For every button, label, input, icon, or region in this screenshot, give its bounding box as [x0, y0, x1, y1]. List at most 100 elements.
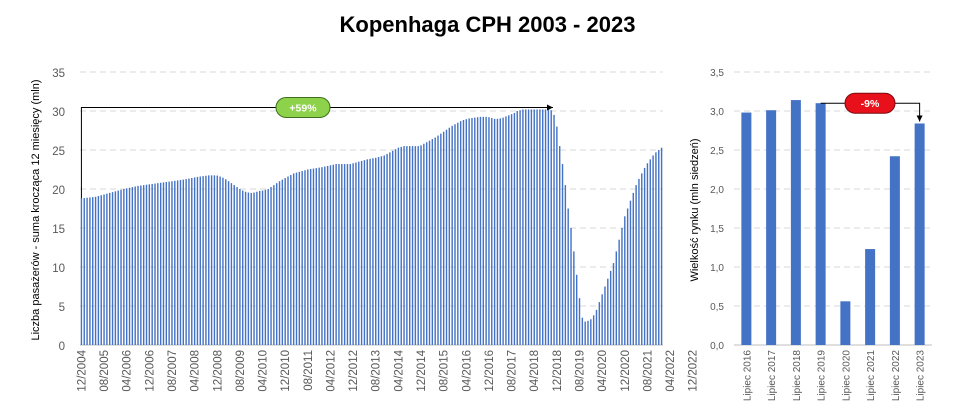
left-x-tick-label: 12/2008	[212, 350, 224, 392]
left-bar	[106, 193, 108, 345]
left-bar	[375, 157, 377, 345]
left-bar	[542, 109, 544, 345]
left-growth-annotation: +59%	[80, 96, 553, 199]
left-bar	[652, 155, 654, 345]
left-bar	[502, 117, 504, 345]
left-bar	[400, 146, 402, 345]
left-y-tick-label: 30	[52, 107, 65, 119]
left-x-axis-ticks: 12/2004 08/2005 04/2006 12/2006 08/2007 04/20…	[76, 349, 699, 391]
left-x-tick-label: 12/2006	[144, 350, 156, 392]
left-bar	[210, 175, 213, 345]
left-bar	[595, 309, 598, 345]
right-y-tick-label: 3,0	[710, 107, 724, 118]
left-gridlines	[80, 71, 663, 346]
left-bar	[397, 147, 400, 345]
left-bar	[431, 139, 434, 345]
left-bar	[556, 126, 558, 345]
left-bar	[165, 181, 168, 345]
left-bar	[284, 178, 286, 345]
left-bar	[94, 196, 97, 345]
left-bar	[111, 192, 114, 345]
left-bar	[632, 192, 634, 345]
left-bar	[171, 181, 173, 345]
left-bar	[92, 197, 94, 345]
right-x-axis-ticks: Lipiec 2016 Lipiec 2017 Lipiec 2018 Lipiec …	[742, 350, 926, 402]
left-bar	[508, 115, 510, 345]
left-bar	[641, 173, 643, 345]
left-bar	[151, 183, 153, 345]
left-bar	[516, 111, 518, 345]
left-bar	[86, 197, 88, 345]
left-bar	[592, 315, 595, 345]
left-x-tick-label: 12/2022	[688, 350, 700, 392]
left-x-tick-label: 04/2016	[461, 350, 473, 392]
right-bar	[840, 301, 851, 345]
left-bar	[649, 159, 651, 345]
left-bar	[278, 181, 281, 345]
right-y-tick-label: 0,0	[710, 341, 724, 352]
left-bar	[250, 192, 252, 345]
left-bar	[392, 150, 394, 345]
left-bar	[414, 146, 417, 345]
left-bar	[476, 117, 479, 346]
left-bar	[445, 129, 448, 345]
left-bar	[499, 118, 501, 345]
left-bar	[100, 195, 102, 345]
left-bar	[482, 116, 484, 345]
left-bar	[369, 158, 371, 345]
left-bar	[533, 109, 535, 345]
left-bar	[522, 109, 524, 345]
left-x-tick-label: 04/2018	[529, 350, 541, 392]
left-x-tick-label: 08/2015	[439, 350, 451, 392]
left-bar	[513, 112, 516, 345]
left-bar	[547, 109, 550, 345]
left-x-tick-label: 04/2014	[393, 349, 405, 391]
left-bar	[530, 109, 533, 345]
left-bar	[646, 163, 649, 345]
left-bar	[295, 172, 298, 345]
left-bar	[142, 185, 145, 345]
left-bar	[117, 190, 119, 345]
left-bar	[145, 184, 148, 345]
right-y-tick-label: 0,5	[710, 302, 724, 313]
left-bar	[193, 177, 196, 345]
left-bar	[89, 197, 91, 345]
left-y-tick-label: 35	[52, 68, 65, 80]
left-y-tick-label: 0	[59, 341, 65, 353]
right-bar	[914, 123, 925, 345]
left-bar	[83, 198, 85, 345]
left-bar	[525, 109, 527, 345]
left-bar	[242, 190, 244, 345]
right-x-tick-label: Lipiec 2019	[817, 350, 828, 402]
left-bar	[346, 164, 349, 345]
left-x-tick-label: 08/2011	[303, 350, 315, 391]
left-bar	[270, 187, 272, 345]
left-bar	[488, 117, 490, 346]
right-bar-series	[741, 100, 925, 345]
left-bar	[154, 183, 156, 345]
left-bar	[363, 160, 366, 345]
left-bar	[437, 135, 439, 345]
left-bar	[307, 169, 309, 345]
left-bar	[536, 109, 538, 345]
left-bar	[423, 143, 425, 345]
left-bar	[406, 146, 408, 345]
left-bar	[208, 175, 210, 345]
left-bar	[191, 178, 193, 345]
left-x-tick-label: 08/2021	[642, 350, 654, 392]
left-bar	[539, 109, 541, 345]
left-bar	[465, 119, 468, 345]
left-bar	[567, 208, 569, 345]
right-y-axis-title: Wielkość rynku (mln siedzeń)	[689, 138, 701, 281]
left-bar	[442, 131, 445, 345]
left-x-tick-label: 04/2006	[122, 350, 134, 392]
left-bar	[457, 122, 459, 345]
left-bar	[259, 190, 261, 345]
left-bar	[247, 192, 250, 345]
left-bar	[505, 116, 507, 346]
left-bar	[219, 176, 221, 345]
left-bar	[281, 179, 284, 345]
left-y-axis-ticks: 0 5 10 15 20 25 30 35	[52, 68, 65, 353]
left-y-tick-label: 10	[52, 263, 65, 275]
left-bar	[159, 182, 162, 345]
